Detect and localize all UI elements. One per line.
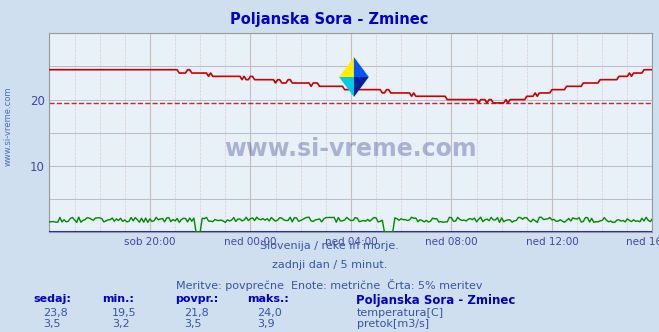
Text: maks.:: maks.: [247, 294, 289, 304]
Text: sedaj:: sedaj: [33, 294, 71, 304]
Polygon shape [339, 57, 354, 77]
Text: zadnji dan / 5 minut.: zadnji dan / 5 minut. [272, 260, 387, 270]
Text: 3,2: 3,2 [112, 319, 130, 329]
Text: povpr.:: povpr.: [175, 294, 218, 304]
Text: 23,8: 23,8 [43, 308, 68, 318]
Text: 3,9: 3,9 [257, 319, 275, 329]
Text: Meritve: povprečne  Enote: metrične  Črta: 5% meritev: Meritve: povprečne Enote: metrične Črta:… [176, 279, 483, 291]
Text: 3,5: 3,5 [185, 319, 202, 329]
Text: 24,0: 24,0 [257, 308, 282, 318]
Polygon shape [354, 57, 369, 77]
Text: Slovenija / reke in morje.: Slovenija / reke in morje. [260, 241, 399, 251]
Text: min.:: min.: [102, 294, 134, 304]
Text: www.si-vreme.com: www.si-vreme.com [3, 86, 13, 166]
Text: www.si-vreme.com: www.si-vreme.com [225, 137, 477, 161]
Text: Poljanska Sora - Zminec: Poljanska Sora - Zminec [230, 12, 429, 27]
Text: 19,5: 19,5 [112, 308, 136, 318]
Text: Poljanska Sora - Zminec: Poljanska Sora - Zminec [356, 294, 515, 307]
Text: 21,8: 21,8 [185, 308, 210, 318]
Polygon shape [339, 77, 354, 97]
Text: temperatura[C]: temperatura[C] [357, 308, 444, 318]
Polygon shape [354, 77, 369, 97]
Text: 3,5: 3,5 [43, 319, 61, 329]
Text: pretok[m3/s]: pretok[m3/s] [357, 319, 429, 329]
